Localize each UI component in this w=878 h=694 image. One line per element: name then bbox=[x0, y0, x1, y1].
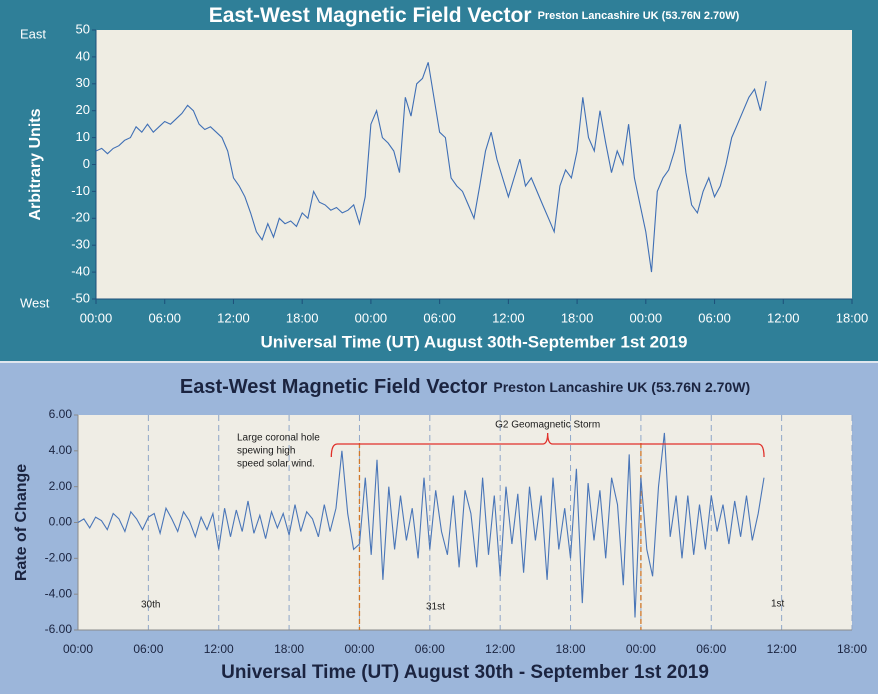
x-tick-label: 18:00 bbox=[561, 310, 594, 325]
x-tick-label: 00:00 bbox=[626, 642, 656, 656]
x-tick-label: 18:00 bbox=[286, 310, 319, 325]
title-main: East-West Magnetic Field Vector bbox=[180, 376, 488, 398]
y-tick-label: -30 bbox=[71, 237, 90, 252]
y-tick-label: 0 bbox=[83, 156, 90, 171]
x-tick-label: 12:00 bbox=[217, 310, 250, 325]
x-tick-label: 18:00 bbox=[836, 310, 869, 325]
title-sub: Preston Lancashire UK (53.76N 2.70W) bbox=[493, 379, 750, 395]
x-tick-label: 00:00 bbox=[344, 642, 374, 656]
x-tick-label: 12:00 bbox=[485, 642, 515, 656]
y-tick-label: -40 bbox=[71, 264, 90, 279]
data-line bbox=[95, 62, 767, 273]
y-tick-label: 6.00 bbox=[49, 407, 73, 421]
x-tick-label: 06:00 bbox=[423, 310, 456, 325]
x-tick-label: 18:00 bbox=[556, 642, 586, 656]
title-sub: Preston Lancashire UK (53.76N 2.70W) bbox=[538, 10, 740, 22]
y-tick-label: 0.00 bbox=[49, 515, 73, 529]
x-tick-label: 18:00 bbox=[274, 642, 304, 656]
x-axis-label: Universal Time (UT) August 30th-Septembe… bbox=[260, 332, 687, 351]
x-tick-label: 12:00 bbox=[767, 310, 800, 325]
data-line bbox=[77, 432, 765, 618]
x-tick-label: 00:00 bbox=[630, 310, 663, 325]
x-tick-label: 00:00 bbox=[80, 310, 113, 325]
annotation-line: speed solar wind. bbox=[237, 459, 315, 470]
y-tick-label: -2.00 bbox=[45, 551, 73, 565]
x-tick-label: 00:00 bbox=[355, 310, 388, 325]
chart-title: East-West Magnetic Field Vector Preston L… bbox=[209, 4, 740, 27]
y-tick-label: -6.00 bbox=[45, 622, 73, 636]
x-tick-label: 06:00 bbox=[698, 310, 731, 325]
x-tick-label: 12:00 bbox=[767, 642, 797, 656]
y-tick-label: 10 bbox=[76, 129, 90, 144]
x-tick-label: 06:00 bbox=[415, 642, 445, 656]
day-label: 31st bbox=[426, 602, 445, 613]
x-tick-label: 06:00 bbox=[148, 310, 181, 325]
y-side-label: West bbox=[20, 295, 50, 310]
y-axis-label: Rate of Change bbox=[13, 464, 30, 581]
y-axis-label: Arbitrary Units bbox=[27, 108, 44, 220]
y-tick-label: 20 bbox=[76, 102, 90, 117]
y-side-label: East bbox=[20, 26, 46, 41]
y-tick-label: -20 bbox=[71, 210, 90, 225]
y-tick-label: -50 bbox=[71, 290, 90, 305]
y-tick-label: 50 bbox=[76, 21, 90, 36]
day-label: 1st bbox=[771, 599, 785, 610]
x-tick-label: 18:00 bbox=[837, 642, 867, 656]
x-tick-label: 06:00 bbox=[133, 642, 163, 656]
y-tick-label: -4.00 bbox=[45, 586, 73, 600]
day-label: 30th bbox=[141, 600, 160, 611]
chart-title: East-West Magnetic Field Vector Preston L… bbox=[180, 376, 750, 398]
y-tick-label: 30 bbox=[76, 75, 90, 90]
x-tick-label: 06:00 bbox=[696, 642, 726, 656]
y-tick-label: 4.00 bbox=[49, 443, 73, 457]
y-tick-label: 2.00 bbox=[49, 479, 73, 493]
y-tick-label: 40 bbox=[76, 48, 90, 63]
plot-area bbox=[78, 415, 852, 630]
title-main: East-West Magnetic Field Vector bbox=[209, 4, 532, 27]
x-tick-label: 12:00 bbox=[492, 310, 525, 325]
x-axis-label: Universal Time (UT) August 30th - Septem… bbox=[221, 662, 709, 683]
annotation-line: Large coronal hole bbox=[237, 433, 320, 444]
storm-bracket bbox=[330, 432, 765, 458]
annotation-line: spewing high bbox=[237, 446, 295, 457]
y-tick-label: -10 bbox=[71, 183, 90, 198]
x-tick-label: 00:00 bbox=[63, 642, 93, 656]
storm-label: G2 Geomagnetic Storm bbox=[495, 420, 600, 431]
plot-area bbox=[96, 30, 852, 299]
x-tick-label: 12:00 bbox=[204, 642, 234, 656]
